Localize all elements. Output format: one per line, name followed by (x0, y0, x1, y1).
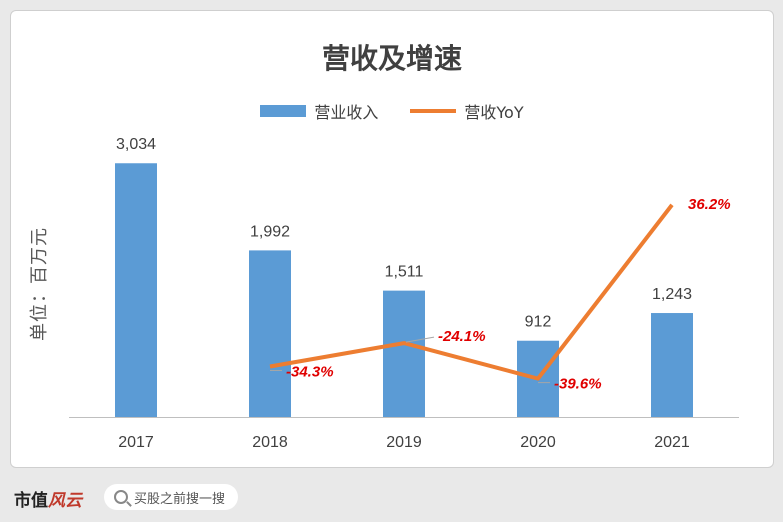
bar-label-2018: 1,992 (250, 223, 290, 240)
legend-label-yoy: 营收YoY (464, 103, 524, 122)
legend-line-swatch (410, 109, 457, 113)
legend-item-yoy: 营收YoY (410, 99, 524, 123)
legend-item-revenue: 营业收入 (260, 99, 378, 123)
bar-label-2021: 1,243 (652, 286, 692, 303)
chart-title: 营收及增速 (321, 42, 462, 75)
legend-bar-swatch (260, 105, 307, 117)
bar-2021 (651, 313, 693, 417)
search-label: 买股之前搜一搜 (134, 491, 226, 507)
bar-2017 (115, 163, 157, 417)
x-tick-2017: 2017 (118, 434, 154, 451)
bar-2019 (383, 290, 425, 417)
legend-label-revenue: 营业收入 (314, 103, 379, 122)
search-box[interactable]: 买股之前搜一搜 (104, 484, 238, 510)
search-icon (114, 490, 128, 504)
logo-accent-text: 风云 (48, 491, 82, 511)
yoy-label-2021: 36.2% (688, 196, 731, 213)
bar-label-2020: 912 (525, 314, 552, 331)
bar-label-2019: 1,511 (385, 264, 424, 281)
footer-bar: 市值风云 买股之前搜一搜 (0, 476, 783, 522)
brand-logo[interactable]: 市值风云 (14, 486, 82, 511)
yoy-label-2020: -39.6% (554, 376, 602, 393)
bar-2018 (249, 250, 291, 417)
yoy-label-2019: -24.1% (438, 328, 486, 345)
x-tick-2020: 2020 (520, 434, 556, 451)
chart-plot: 3,034 2017 1,992 2018 1,511 2019 912 2020 1,243 2… (69, 136, 739, 451)
chart-card: 营收及增速 营业收入 营收YoY 单位：百万元 3,034 2017 1,992 20… (10, 10, 774, 468)
yoy-label-2018: -34.3% (286, 363, 334, 380)
x-tick-2018: 2018 (252, 434, 288, 451)
chart-legend: 营业收入 营收YoY (11, 99, 773, 123)
x-tick-2021: 2021 (654, 434, 690, 451)
logo-main-text: 市值 (14, 491, 48, 511)
bar-label-2017: 3,034 (116, 136, 156, 153)
yoy-line (269, 203, 674, 381)
leader-2019 (405, 336, 435, 343)
x-tick-2019: 2019 (386, 434, 422, 451)
